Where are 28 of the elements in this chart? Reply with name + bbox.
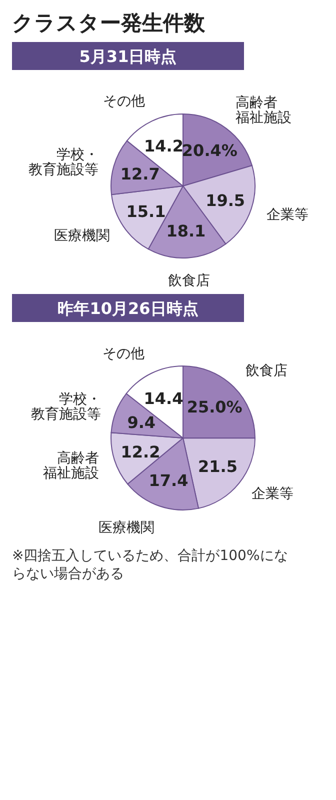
slice-label: 高齢者福祉施設: [236, 94, 292, 126]
slice-label: その他: [103, 94, 146, 110]
chart-subtitle: 5月31日時点: [79, 47, 177, 66]
data-label: 18.1: [166, 222, 206, 241]
data-label: 15.1: [126, 202, 166, 221]
slice-label: 学校・教育施設等: [30, 392, 101, 423]
slice-label: 高齢者福祉施設: [43, 450, 100, 482]
slice-label: 医療機関: [98, 520, 154, 536]
slice-label: 飲食店: [168, 272, 210, 289]
data-label: 20.4%: [182, 141, 238, 160]
slice-label: 医療機関: [54, 228, 110, 244]
slice-label: 企業等: [266, 206, 308, 223]
chart-title: 昨年10月26日時点: [58, 299, 198, 318]
slice-label: その他: [102, 346, 144, 362]
data-label: 14.2: [144, 136, 184, 156]
data-label: 17.4: [148, 471, 188, 490]
chart-title: クラスター発生件数: [12, 11, 206, 35]
slice-label: 企業等: [252, 486, 294, 502]
data-label: 21.5: [198, 456, 238, 476]
data-label: 12.7: [120, 164, 160, 184]
slice-label: 飲食店: [245, 362, 288, 379]
data-label: 25.0%: [186, 397, 242, 416]
data-label: 14.4: [144, 388, 184, 408]
slice-label: 学校・教育施設等: [28, 147, 98, 178]
text: ※四捨五入しているため、合計が100%にならない場合がある: [12, 548, 288, 582]
data-label: 19.5: [206, 191, 246, 210]
data-label: 9.4: [127, 412, 156, 432]
data-label: 12.2: [120, 442, 160, 462]
